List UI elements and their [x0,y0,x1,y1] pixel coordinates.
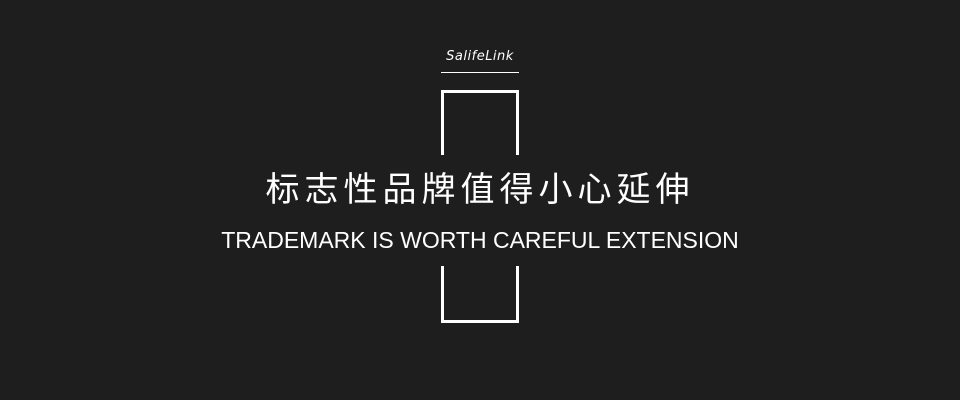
brand-logo: SalifeLink [446,49,514,64]
headline-english: TRADEMARK IS WORTH CAREFUL EXTENSION [221,227,739,253]
top-bracket-frame [441,90,519,155]
logo-underline [441,72,519,73]
bottom-bracket-frame [441,266,519,323]
headline-chinese: 标志性品牌值得小心延伸 [265,170,695,210]
